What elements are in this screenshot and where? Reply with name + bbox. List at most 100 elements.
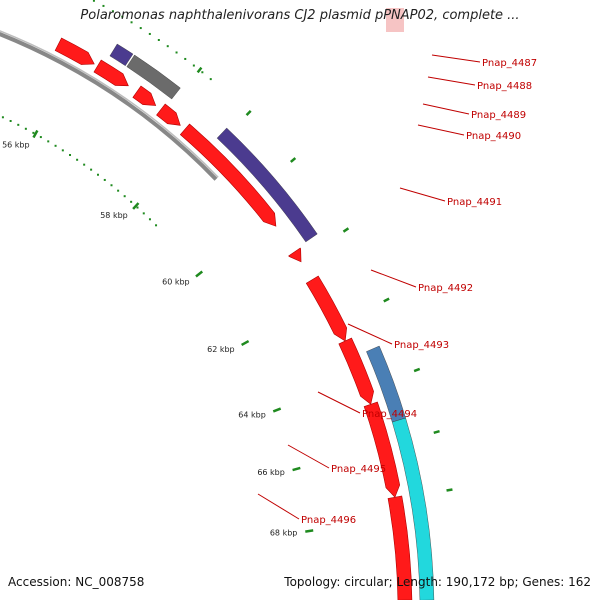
kbp-tick [195, 270, 204, 278]
gene-label[interactable]: Pnap_4487 [482, 58, 537, 69]
purple-feature [216, 127, 318, 243]
track-dot [110, 184, 113, 187]
backbone-arc [0, 32, 218, 181]
gene-callout-line [427, 76, 476, 86]
map-title: Polaromonas naphthalenivorans CJ2 plasmi… [80, 8, 520, 23]
gene-callout-line [287, 444, 330, 469]
track-dot [201, 71, 204, 74]
kbp-tick [32, 129, 39, 139]
track-dot [83, 163, 86, 166]
track-dot [96, 173, 99, 176]
gene-arrow [363, 401, 401, 498]
track-dot [155, 224, 158, 227]
track-dot [130, 200, 133, 203]
track-dot [102, 4, 105, 7]
purple-feature [109, 43, 134, 66]
track-dot [157, 38, 160, 41]
track-dot [54, 144, 57, 147]
track-dot [61, 149, 64, 152]
gene-label[interactable]: Pnap_4493 [394, 340, 449, 351]
backbone-highlight [0, 30, 219, 178]
inner-tick [413, 367, 421, 373]
kbp-tick [241, 339, 250, 347]
track-dot [175, 51, 178, 54]
gene-label[interactable]: Pnap_4496 [301, 515, 356, 526]
backbone-ring [0, 30, 219, 181]
gene-arrow [54, 37, 95, 65]
gene-label[interactable]: Pnap_4494 [362, 409, 417, 420]
gene-arrow [288, 247, 302, 263]
inner-tick [383, 297, 390, 303]
outer-tick-track [1, 116, 158, 227]
gene-labels: Pnap_4487 Pnap_4488 Pnap_4489 Pnap_4490 Pnap… [257, 54, 537, 526]
track-dot [192, 64, 195, 67]
feature-tracks [54, 8, 435, 600]
kbp-label: 60 kbp [162, 277, 190, 286]
gene-callout-line [422, 103, 470, 115]
inner-tick-track [92, 0, 212, 81]
track-dot [39, 136, 42, 139]
gene-arrow [93, 59, 129, 87]
inner-tick [433, 430, 440, 434]
inner-tick [342, 227, 350, 233]
gene-label[interactable]: Pnap_4492 [418, 283, 473, 294]
track-dot [130, 21, 133, 24]
kbp-tick [132, 202, 140, 210]
gene-label[interactable]: Pnap_4490 [466, 131, 521, 142]
gene-callout-line [399, 187, 446, 202]
gene-label[interactable]: Pnap_4488 [477, 81, 532, 92]
track-dot [117, 189, 120, 192]
track-dot [136, 206, 139, 209]
gene-label[interactable]: Pnap_4489 [471, 110, 526, 121]
pink-feature [386, 8, 404, 32]
kbp-label: 56 kbp [2, 140, 30, 149]
track-dot [47, 140, 50, 143]
kbp-label: 62 kbp [207, 345, 235, 354]
track-dot [1, 116, 4, 119]
gene-callout-line [431, 54, 481, 63]
kbp-label: 58 kbp [100, 211, 128, 220]
gene-callout-line [257, 493, 300, 520]
track-dot [184, 57, 187, 60]
track-dot [111, 10, 114, 13]
track-dot [17, 123, 20, 126]
gene-label[interactable]: Pnap_4491 [447, 197, 502, 208]
gene-callout-line [417, 124, 465, 136]
kbp-tick [305, 529, 314, 533]
kbp-label: 64 kbp [238, 410, 266, 419]
gene-arrow [179, 123, 277, 227]
track-dot [9, 119, 12, 122]
track-dot [123, 195, 126, 198]
track-dot [24, 127, 27, 130]
inner-tick [289, 157, 297, 163]
gene-label[interactable]: Pnap_4495 [331, 464, 386, 475]
track-dot [148, 32, 151, 35]
gene-arrow [387, 495, 413, 600]
kbp-tick-marks [32, 66, 453, 533]
accession-text: Accession: NC_008758 [8, 575, 145, 589]
kbp-label: 66 kbp [257, 468, 285, 477]
track-dot [209, 78, 212, 81]
track-dot [90, 168, 93, 171]
inner-tick [245, 109, 252, 117]
gene-callout-line [317, 391, 361, 414]
track-dot [121, 15, 124, 18]
gene-arrow [156, 103, 181, 126]
track-dot [139, 27, 142, 30]
kbp-tick [272, 407, 282, 413]
gene-arrow [132, 85, 157, 106]
track-dot [166, 45, 169, 48]
track-dot [32, 131, 35, 134]
track-dot [142, 212, 145, 215]
track-dot [103, 178, 106, 181]
inner-tick [446, 488, 453, 492]
track-dot [92, 0, 95, 2]
gray-feature [126, 54, 181, 100]
track-dot [148, 218, 151, 221]
gene-arrow [305, 275, 348, 342]
kbp-label: 68 kbp [270, 529, 298, 538]
gene-callout-line [370, 269, 417, 288]
